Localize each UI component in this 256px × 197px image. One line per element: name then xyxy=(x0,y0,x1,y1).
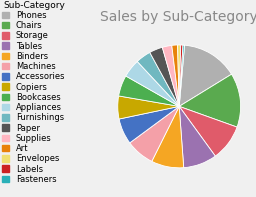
Wedge shape xyxy=(130,106,179,161)
Wedge shape xyxy=(179,45,185,106)
Wedge shape xyxy=(179,106,215,168)
Wedge shape xyxy=(152,106,184,168)
Wedge shape xyxy=(137,52,179,106)
Wedge shape xyxy=(150,47,179,106)
Wedge shape xyxy=(119,106,179,143)
Legend: Phones, Chairs, Storage, Tables, Binders, Machines, Accessories, Copiers, Bookca: Phones, Chairs, Storage, Tables, Binders… xyxy=(0,0,68,186)
Wedge shape xyxy=(126,61,179,106)
Wedge shape xyxy=(118,96,179,119)
Wedge shape xyxy=(172,45,179,106)
Wedge shape xyxy=(179,45,232,106)
Wedge shape xyxy=(179,45,183,106)
Wedge shape xyxy=(162,45,179,106)
Wedge shape xyxy=(179,106,237,156)
Wedge shape xyxy=(179,74,241,127)
Wedge shape xyxy=(178,45,181,106)
Text: Sales by Sub-Category: Sales by Sub-Category xyxy=(100,10,256,24)
Wedge shape xyxy=(119,76,179,106)
